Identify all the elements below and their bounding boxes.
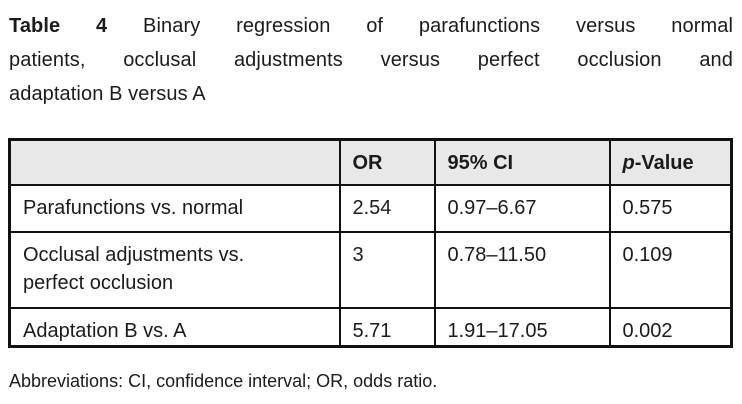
table-caption: Table 4 Binary regression of parafunctio… [0,0,741,111]
caption-table-number: Table 4 [9,15,108,37]
caption-line-1: Table 4 Binary regression of parafunctio… [9,9,733,43]
header-empty-cell [8,138,341,186]
header-pvalue-italic-p: p [622,152,635,174]
row-or-value: 5.71 [338,306,436,348]
header-row: OR 95% CI p-Value [8,138,733,186]
header-pvalue: p-Value [608,138,733,186]
row-label: Adaptation B vs. A [8,306,341,348]
abbreviations-footnote: Abbreviations: CI, confidence interval; … [9,371,438,391]
row-label: Occlusal adjustments vs. perfect occlusi… [8,230,341,309]
row-ci-value: 0.78–11.50 [433,230,611,309]
caption-line-1-text: Binary regression of parafunctions versu… [143,15,733,37]
caption-line-3: adaptation B versus A [9,83,206,105]
row-or-value: 2.54 [338,183,436,233]
header-95ci: 95% CI [433,138,611,186]
table-row: Occlusal adjustments vs. perfect occlusi… [8,230,733,309]
table-row: Parafunctions vs. normal 2.54 0.97–6.67 … [8,183,733,233]
row-ci-value: 0.97–6.67 [433,183,611,233]
row-ci-value: 1.91–17.05 [433,306,611,348]
caption-line-2: patients, occlusal adjustments versus pe… [9,49,733,71]
row-label: Parafunctions vs. normal [8,183,341,233]
row-p-value: 0.575 [608,183,733,233]
regression-table: OR 95% CI p-Value Parafunctions vs. norm… [8,138,733,348]
row-p-value: 0.002 [608,306,733,348]
row-p-value: 0.109 [608,230,733,309]
header-pvalue-rest: -Value [634,152,694,174]
row-or-value: 3 [338,230,436,309]
table-row: Adaptation B vs. A 5.71 1.91–17.05 0.002 [8,306,733,348]
header-or: OR [338,138,436,186]
